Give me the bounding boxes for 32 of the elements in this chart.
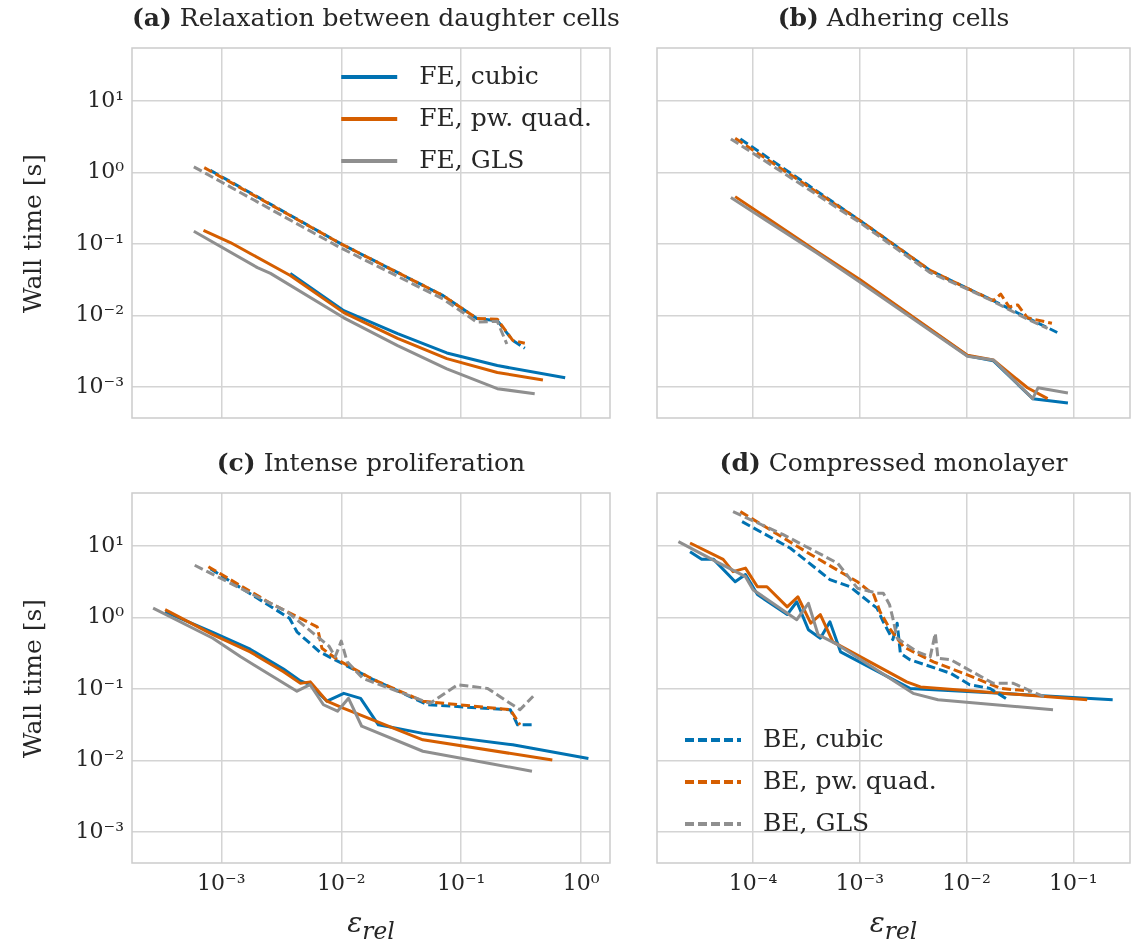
legend-label: BE, cubic bbox=[763, 723, 884, 753]
x-tick-label: 10⁰ bbox=[562, 869, 600, 895]
x-tick-label: 10⁻³ bbox=[835, 869, 884, 895]
y-tick-label: 10⁻² bbox=[75, 746, 124, 772]
y-tick-label: 10¹ bbox=[87, 531, 124, 557]
legend-label: BE, pw. quad. bbox=[763, 765, 937, 795]
y-tick-label: 10⁻³ bbox=[75, 372, 124, 398]
legend-label: FE, GLS bbox=[419, 144, 525, 174]
chart-title: (a) Relaxation between daughter cells bbox=[132, 3, 620, 32]
legend-label: BE, GLS bbox=[763, 807, 870, 837]
chart-title: (c) Intense proliferation bbox=[216, 448, 526, 477]
x-tick-label: 10⁻⁴ bbox=[728, 869, 778, 895]
y-tick-label: 10⁰ bbox=[87, 158, 125, 184]
y-tick-label: 10⁻² bbox=[75, 301, 124, 327]
chart-title: (b) Adhering cells bbox=[777, 3, 1010, 32]
legend-label: FE, pw. quad. bbox=[419, 102, 592, 132]
y-axis-title: Wall time [s] bbox=[17, 598, 47, 758]
y-tick-label: 10¹ bbox=[87, 86, 124, 112]
y-tick-label: 10⁰ bbox=[87, 603, 125, 629]
legend-label: FE, cubic bbox=[419, 60, 539, 90]
chart-title: (d) Compressed monolayer bbox=[719, 448, 1068, 477]
x-tick-label: 10⁻³ bbox=[197, 869, 246, 895]
y-tick-label: 10⁻³ bbox=[75, 817, 124, 843]
x-tick-label: 10⁻¹ bbox=[1049, 869, 1098, 895]
y-axis-title: Wall time [s] bbox=[17, 153, 47, 313]
y-tick-label: 10⁻¹ bbox=[75, 674, 124, 700]
x-axis-title: ε$_{rel}$ bbox=[868, 906, 919, 943]
x-axis-title: ε$_{rel}$ bbox=[346, 906, 396, 943]
y-tick-label: 10⁻¹ bbox=[75, 229, 124, 255]
x-tick-label: 10⁻² bbox=[317, 869, 366, 895]
x-tick-label: 10⁻¹ bbox=[436, 869, 486, 895]
x-tick-label: 10⁻² bbox=[942, 869, 991, 895]
